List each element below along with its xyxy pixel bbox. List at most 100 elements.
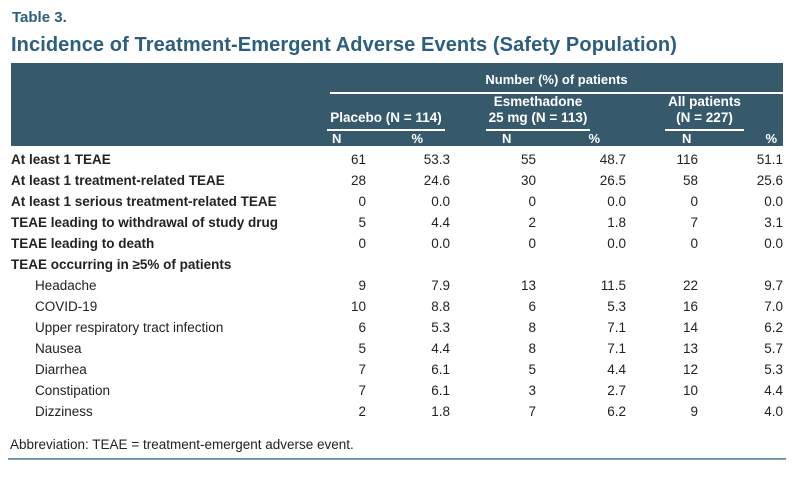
group-placebo-line1: Placebo (N = 114)	[330, 110, 442, 125]
cell-value: 6.2	[607, 404, 626, 419]
bottom-rule	[8, 458, 786, 460]
table-row: TEAE occurring in ≥5% of patients	[11, 254, 783, 275]
abbreviation-footnote: Abbreviation: TEAE = treatment-emergent …	[10, 437, 354, 452]
cell-value: 5	[358, 341, 366, 356]
cell-value: 0	[528, 236, 536, 251]
cell-value: 48.7	[599, 152, 626, 167]
cell-value: 13	[520, 278, 536, 293]
cell-value: 6.1	[431, 383, 450, 398]
cell-value: 9.7	[764, 278, 784, 293]
cell-value: 25.6	[756, 173, 784, 188]
cell-value: 4.0	[764, 404, 784, 419]
cell-value: 9	[690, 404, 698, 419]
header-spanner-row: Number (%) of patients	[11, 63, 784, 94]
cell-value: 5	[528, 362, 536, 377]
group-header-all-patients: All patients (N = 227)	[626, 94, 783, 131]
cell-value: 6	[528, 299, 536, 314]
group-header-esmethadone: Esmethadone 25 mg (N = 113)	[450, 94, 626, 131]
row-label: TEAE leading to withdrawal of study drug	[11, 215, 279, 230]
cell-value	[536, 254, 626, 275]
header-sub-row: N % N % N %	[11, 131, 783, 146]
cell-value: 51.1	[756, 152, 784, 167]
row-label: Upper respiratory tract infection	[35, 320, 224, 335]
table-row: TEAE leading to death 0 0.0 0 0.0 0 0.0	[11, 233, 783, 254]
cell-value: 7.9	[431, 278, 450, 293]
table-row-indented: Headache 9 7.9 13 11.5 22 9.7	[11, 275, 783, 296]
table-row-indented: COVID-19 10 8.8 6 5.3 16 7.0	[11, 296, 783, 317]
table-body: At least 1 TEAE 61 53.3 55 48.7 116 51.1 At lea…	[11, 146, 783, 422]
row-label: Diarrhea	[35, 362, 87, 377]
cell-value: 7	[358, 362, 366, 377]
cell-value: 7	[690, 215, 698, 230]
header-empty-cell	[11, 131, 322, 146]
cell-value: 1.8	[431, 404, 450, 419]
cell-value: 5.3	[764, 362, 784, 377]
cell-value: 30	[520, 173, 536, 188]
cell-value: 11.5	[600, 278, 626, 293]
cell-value: 4.4	[607, 362, 626, 377]
row-label: TEAE occurring in ≥5% of patients	[11, 257, 232, 272]
cell-value	[366, 254, 450, 275]
cell-value	[450, 254, 536, 275]
cell-value: 2	[358, 404, 366, 419]
subheader-placebo-n: N	[332, 131, 342, 146]
header-empty-cell	[11, 63, 322, 94]
cell-value: 28	[350, 173, 366, 188]
cell-value: 14	[682, 320, 698, 335]
cell-value: 24.6	[423, 173, 450, 188]
subheader-esmethadone-pct: %	[588, 131, 600, 146]
cell-value: 7.1	[607, 320, 626, 335]
cell-value: 4.4	[764, 383, 784, 398]
row-label: COVID-19	[35, 299, 98, 314]
table-title: Incidence of Treatment-Emergent Adverse …	[11, 34, 678, 56]
cell-value: 58	[682, 173, 698, 188]
cell-value: 0	[528, 194, 536, 209]
cell-value: 6.1	[431, 362, 450, 377]
cell-value: 0	[690, 194, 698, 209]
table-row-indented: Constipation 7 6.1 3 2.7 10 4.4	[11, 380, 783, 401]
subheader-esmethadone-n: N	[502, 131, 512, 146]
table-row: At least 1 treatment-related TEAE 28 24.6 3…	[11, 170, 783, 191]
cell-value: 5	[358, 215, 366, 230]
cell-value: 0	[358, 236, 366, 251]
cell-value: 2.7	[607, 383, 626, 398]
cell-value: 3.1	[764, 215, 784, 230]
cell-value	[698, 254, 783, 275]
cell-value: 116	[676, 152, 698, 167]
cell-value: 4.4	[431, 341, 450, 356]
cell-value: 2	[528, 215, 536, 230]
row-label: Dizziness	[35, 404, 93, 419]
cell-value	[626, 254, 698, 275]
cell-value: 0.0	[764, 236, 784, 251]
cell-value: 7	[528, 404, 536, 419]
group-header-placebo: Placebo (N = 114)	[322, 94, 450, 131]
header-empty-cell	[11, 94, 322, 131]
cell-value: 8	[528, 341, 536, 356]
cell-value: 26.5	[599, 173, 626, 188]
cell-value: 5.3	[607, 299, 626, 314]
row-label: At least 1 treatment-related TEAE	[11, 173, 225, 188]
cell-value: 0	[358, 194, 366, 209]
spanner-text: Number (%) of patients	[330, 63, 784, 94]
row-label: Nausea	[35, 341, 82, 356]
subheader-placebo-pct: %	[411, 131, 423, 146]
cell-value: 0.0	[607, 236, 626, 251]
group-all-line2: (N = 227)	[676, 110, 733, 125]
row-label: Constipation	[35, 383, 111, 398]
row-label: At least 1 TEAE	[11, 152, 111, 167]
group-esmethadone-line2: 25 mg (N = 113)	[488, 110, 588, 125]
cell-value: 22	[682, 278, 698, 293]
cell-value: 6	[358, 320, 366, 335]
table-header: Number (%) of patients Placebo (N = 114)…	[11, 63, 784, 146]
row-label: TEAE leading to death	[11, 236, 155, 251]
cell-value: 0.0	[607, 194, 626, 209]
cell-value: 0	[690, 236, 698, 251]
cell-value: 7.1	[607, 341, 626, 356]
cell-value: 0.0	[431, 236, 450, 251]
cell-value: 7	[358, 383, 366, 398]
cell-value: 6.2	[764, 320, 784, 335]
cell-value: 7.0	[764, 299, 784, 314]
cell-value: 5.3	[431, 320, 450, 335]
cell-value: 8.8	[431, 299, 450, 314]
